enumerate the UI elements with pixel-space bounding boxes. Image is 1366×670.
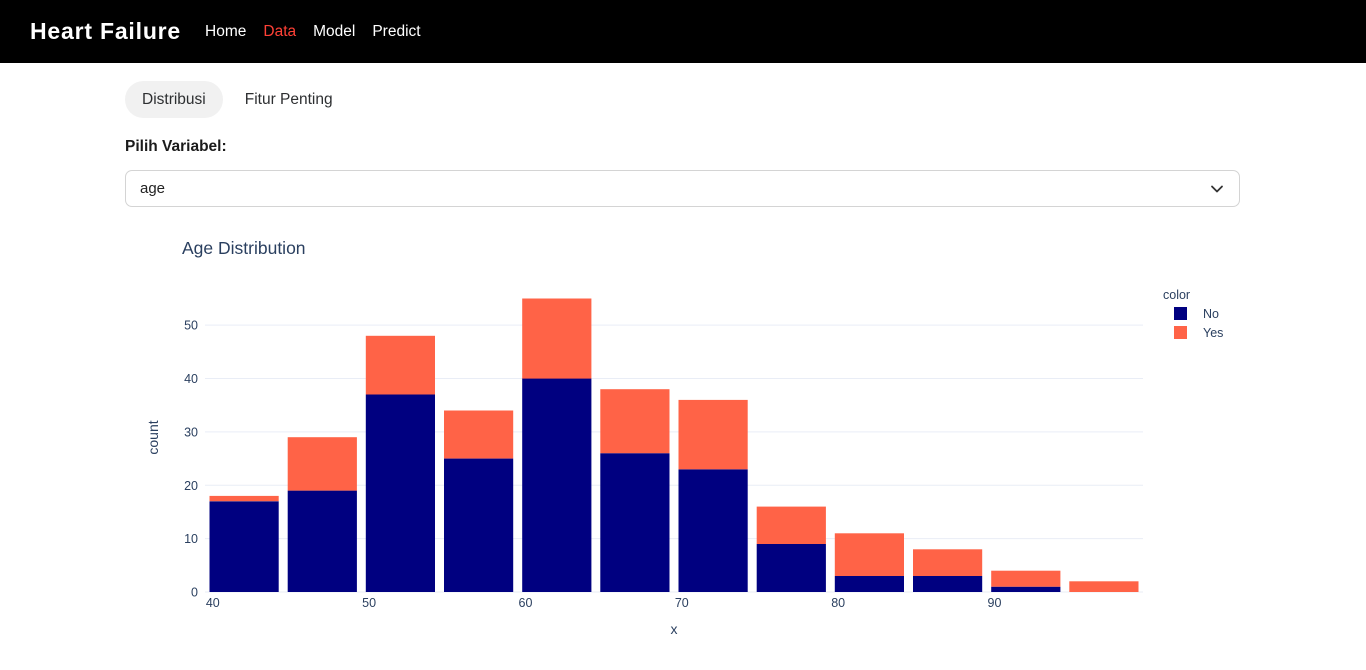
bar-segment-yes[interactable]	[991, 570, 1061, 587]
bar-segment-no[interactable]	[678, 469, 748, 592]
bar-segment-no[interactable]	[756, 544, 826, 592]
chart-title: Age Distribution	[182, 238, 306, 258]
navbar: Heart Failure Home Data Model Predict	[0, 0, 1366, 63]
y-tick-label: 50	[184, 319, 198, 333]
bar-segment-no[interactable]	[522, 378, 592, 593]
x-tick-label: 70	[675, 596, 689, 610]
legend-swatch-no	[1174, 307, 1187, 320]
legend-swatch-yes	[1174, 326, 1187, 339]
nav-item-model[interactable]: Model	[313, 22, 356, 40]
bar-segment-yes[interactable]	[600, 389, 670, 454]
bar-segment-no[interactable]	[209, 501, 279, 592]
tab-distribusi[interactable]: Distribusi	[125, 81, 223, 118]
bar-segment-no[interactable]	[834, 576, 904, 592]
bar-segment-yes[interactable]	[678, 399, 748, 470]
nav-item-home[interactable]: Home	[205, 22, 247, 40]
tab-bar: Distribusi Fitur Penting	[125, 81, 1240, 118]
histogram-chart: 40 50 60 70 80 90 0 10 20 30 40 50 x count Age Distrib…	[145, 238, 1223, 637]
legend-item-no[interactable]: No	[1174, 307, 1219, 321]
bar-segment-yes[interactable]	[522, 298, 592, 379]
legend-label-yes: Yes	[1203, 326, 1223, 340]
nav-links: Home Data Model Predict	[205, 23, 421, 41]
nav-item-predict[interactable]: Predict	[372, 22, 421, 40]
bar-segment-yes[interactable]	[209, 495, 279, 502]
bar-segment-yes[interactable]	[834, 533, 904, 576]
y-tick-label: 40	[184, 372, 198, 386]
y-tick-label: 0	[191, 586, 198, 600]
x-tick-label: 50	[362, 596, 376, 610]
x-axis-label: x	[671, 621, 678, 637]
variable-select[interactable]: age	[125, 170, 1240, 207]
x-tick-label: 90	[988, 596, 1002, 610]
legend-item-yes[interactable]: Yes	[1174, 326, 1223, 340]
y-axis-label: count	[145, 420, 161, 454]
bar-segment-yes[interactable]	[1069, 581, 1139, 592]
bar-segment-no[interactable]	[913, 576, 983, 592]
y-tick-label: 30	[184, 425, 198, 439]
tab-fitur-penting[interactable]: Fitur Penting	[244, 91, 333, 108]
bar-segment-yes[interactable]	[287, 437, 357, 491]
main-content: Distribusi Fitur Penting Pilih Variabel:…	[125, 81, 1240, 665]
nav-item-data[interactable]: Data	[263, 22, 297, 40]
bar-segment-no[interactable]	[287, 490, 357, 592]
variable-select-label: Pilih Variabel:	[125, 138, 227, 155]
app-title[interactable]: Heart Failure	[30, 18, 182, 44]
y-tick-label: 10	[184, 532, 198, 546]
x-tick-label: 80	[831, 596, 845, 610]
variable-select-value: age	[140, 180, 166, 197]
x-tick-label: 40	[206, 596, 220, 610]
bar-segment-yes[interactable]	[444, 410, 514, 459]
histogram-card: 40 50 60 70 80 90 0 10 20 30 40 50 x count Age Distrib…	[125, 225, 1240, 665]
bar-segment-yes[interactable]	[365, 335, 435, 395]
bar-segment-no[interactable]	[444, 458, 514, 592]
chevron-down-icon	[1211, 185, 1223, 192]
bar-segment-no[interactable]	[991, 586, 1061, 592]
bar-segment-yes[interactable]	[756, 506, 826, 544]
legend: color No Yes	[1163, 288, 1223, 340]
y-tick-label: 20	[184, 479, 198, 493]
bar-segment-yes[interactable]	[913, 549, 983, 576]
legend-title: color	[1163, 288, 1190, 302]
bar-segment-no[interactable]	[600, 453, 670, 592]
legend-label-no: No	[1203, 307, 1219, 321]
bar-segment-no[interactable]	[365, 394, 435, 593]
x-tick-label: 60	[519, 596, 533, 610]
